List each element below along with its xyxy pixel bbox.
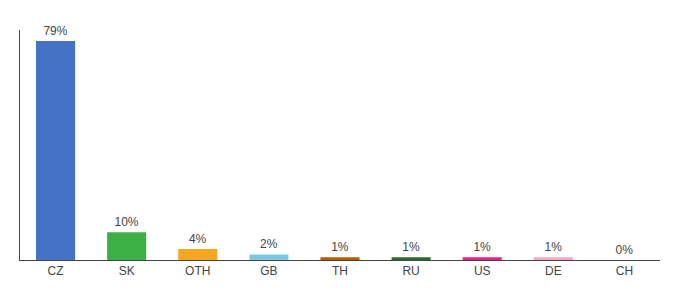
svg-text:SK: SK (119, 264, 135, 278)
svg-text:OTH: OTH (185, 264, 210, 278)
svg-text:CZ: CZ (48, 264, 64, 278)
svg-text:US: US (474, 264, 491, 278)
svg-text:2%: 2% (260, 237, 278, 251)
svg-text:1%: 1% (331, 240, 349, 254)
svg-text:TH: TH (332, 264, 348, 278)
svg-text:10%: 10% (114, 215, 138, 229)
svg-text:79%: 79% (43, 24, 67, 38)
svg-text:4%: 4% (189, 232, 207, 246)
svg-text:GB: GB (260, 264, 277, 278)
svg-text:DE: DE (545, 264, 562, 278)
svg-text:RU: RU (402, 264, 419, 278)
svg-text:1%: 1% (544, 240, 562, 254)
svg-text:CH: CH (616, 264, 633, 278)
svg-text:1%: 1% (473, 240, 491, 254)
svg-text:1%: 1% (402, 240, 420, 254)
svg-text:0%: 0% (616, 243, 634, 257)
